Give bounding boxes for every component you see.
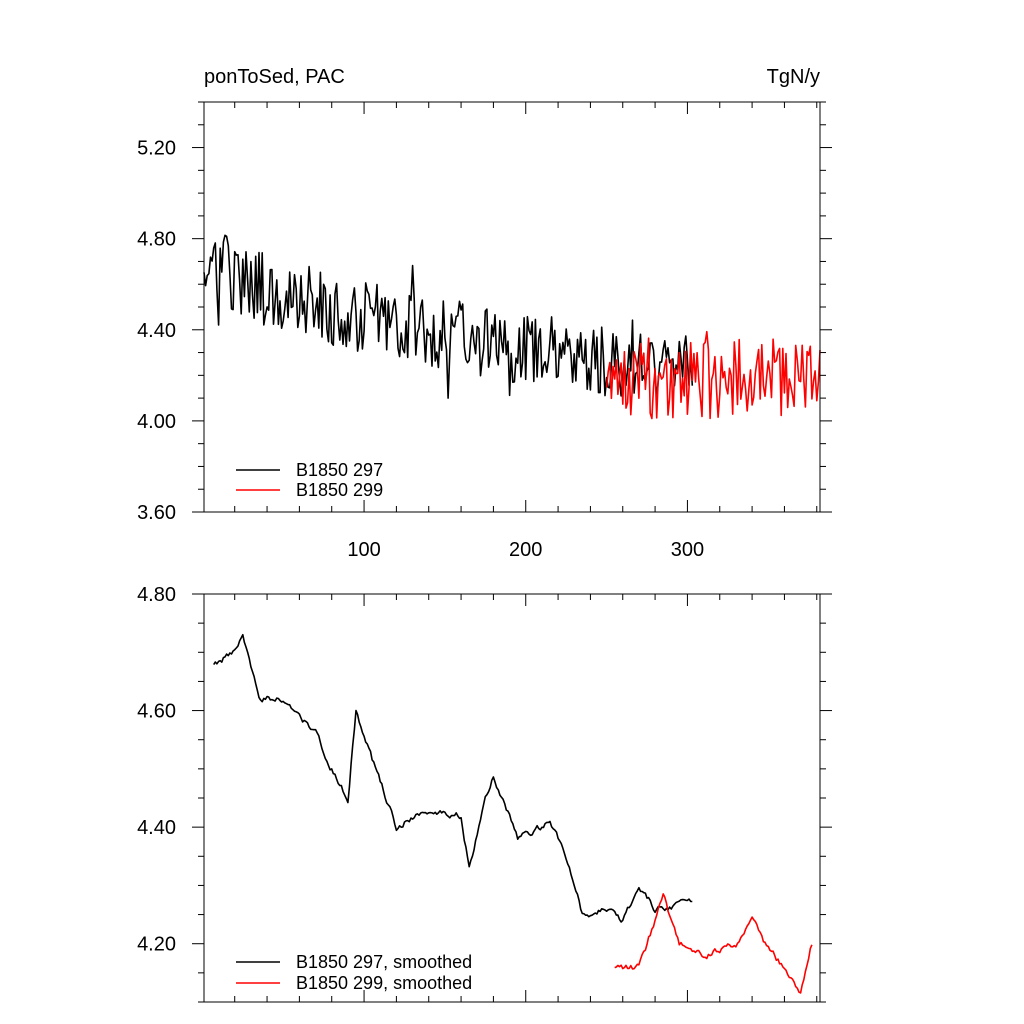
y-tick-label: 3.60 (137, 502, 176, 524)
x-tick-label: 200 (509, 539, 542, 561)
bottom-panel-frame (203, 593, 821, 1003)
y-tick-label: 4.00 (137, 411, 176, 433)
y-tick-label: 5.20 (137, 138, 176, 160)
y-tick-label: 4.80 (137, 229, 176, 251)
bottom-panel: 4.20 4.40 4.60 4.80 B1850 297, smoothedB185… (137, 584, 832, 1003)
x-tick-label: 300 (671, 539, 704, 561)
legend-label: B1850 297, smoothed (296, 952, 472, 972)
y-tick-label: 4.60 (137, 701, 176, 723)
y-tick-label: 4.80 (137, 584, 176, 606)
bottom-panel-series (213, 633, 813, 994)
legend-label: B1850 299, smoothed (296, 973, 472, 993)
series-line-b1850-297 (213, 633, 693, 923)
legend-label: B1850 297 (296, 460, 383, 480)
top-panel-axes: 100 200 300 3.60 4.00 4.40 4.80 5.20 (137, 101, 832, 561)
y-tick-label: 4.20 (137, 934, 176, 956)
top-panel-title-left: ponToSed, PAC (204, 66, 345, 88)
top-panel-title-right: TgN/y (767, 66, 820, 88)
top-panel-series (203, 234, 821, 420)
series-line-b1850-299 (605, 330, 821, 420)
x-tick-label: 100 (347, 539, 380, 561)
y-tick-label: 4.40 (137, 817, 176, 839)
top-panel: ponToSed, PAC TgN/y 100 200 300 3.60 4.00 4.4… (137, 66, 832, 561)
top-panel-frame (203, 101, 821, 513)
series-line-b1850-299 (614, 893, 813, 994)
bottom-panel-axes: 4.20 4.40 4.60 4.80 (137, 584, 832, 1003)
legend-label: B1850 299 (296, 480, 383, 500)
y-tick-label: 4.40 (137, 320, 176, 342)
